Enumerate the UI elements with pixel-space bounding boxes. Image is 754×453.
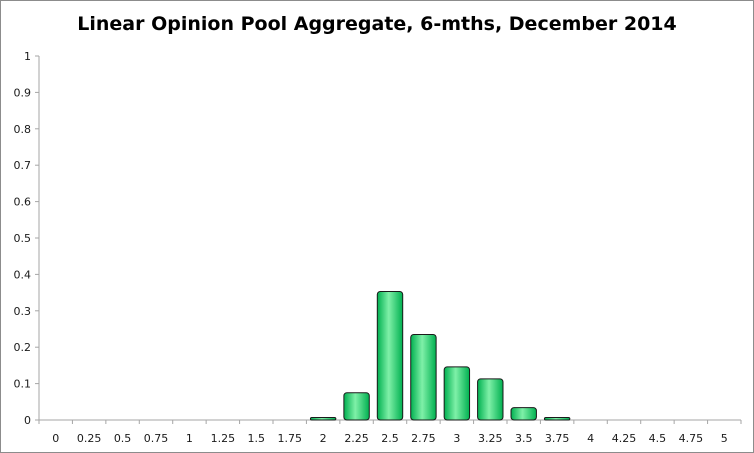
y-tick-label: 0.9 — [14, 86, 32, 99]
x-tick-label: 4.25 — [612, 432, 637, 445]
y-tick-label: 0.3 — [14, 305, 32, 318]
x-tick-label: 3.5 — [515, 432, 533, 445]
x-tick-label: 1.75 — [277, 432, 302, 445]
bars — [309, 291, 571, 421]
bar-3.25 — [477, 378, 504, 421]
y-tick-label: 0.6 — [14, 196, 32, 209]
x-tick-label: 3.25 — [478, 432, 503, 445]
x-tick-label: 4 — [587, 432, 594, 445]
bar-2.5 — [376, 291, 404, 421]
x-tick-label: 4.75 — [679, 432, 704, 445]
y-tick-label: 0.8 — [14, 123, 32, 136]
bar-2 — [309, 416, 337, 421]
y-tick-label: 1 — [24, 50, 31, 63]
x-tick-label: 0.5 — [114, 432, 132, 445]
bar-3.5 — [510, 407, 537, 421]
x-tick-label: 3.75 — [545, 432, 570, 445]
x-tick-label: 4.5 — [649, 432, 667, 445]
x-tick-label: 3 — [453, 432, 460, 445]
y-tick-label: 0 — [24, 414, 31, 427]
x-tick-label: 2.25 — [344, 432, 369, 445]
x-tick-label: 2.5 — [381, 432, 399, 445]
bar-2.75 — [410, 333, 437, 421]
x-tick-label: 1 — [186, 432, 193, 445]
bar-3 — [443, 366, 471, 421]
bar-3.75 — [543, 416, 571, 421]
y-tick-label: 0.4 — [14, 268, 32, 281]
x-tick-label: 0 — [52, 432, 59, 445]
bar-2.25 — [343, 392, 370, 421]
x-axis: 0 0.25 0.5 0.75 1 1.25 1.5 1.75 2 2.25 2.5 2.75 3 3.2… — [38, 419, 742, 445]
x-tick-label: 2 — [320, 432, 327, 445]
x-tick-label: 0.75 — [144, 432, 169, 445]
x-tick-label: 1.25 — [211, 432, 236, 445]
y-axis: 0 0.1 0.2 0.3 0.4 0.5 0.6 0.7 0.8 0.9 1 — [14, 50, 40, 427]
y-tick-label: 0.1 — [14, 378, 32, 391]
y-tick-label: 0.5 — [14, 232, 32, 245]
y-tick-label: 0.7 — [14, 159, 32, 172]
x-tick-label: 5 — [721, 432, 728, 445]
chart-title: Linear Opinion Pool Aggregate, 6-mths, D… — [77, 13, 677, 35]
x-tick-label: 0.25 — [77, 432, 102, 445]
y-tick-label: 0.2 — [14, 341, 32, 354]
x-tick-label: 2.75 — [411, 432, 436, 445]
x-tick-label: 1.5 — [248, 432, 266, 445]
